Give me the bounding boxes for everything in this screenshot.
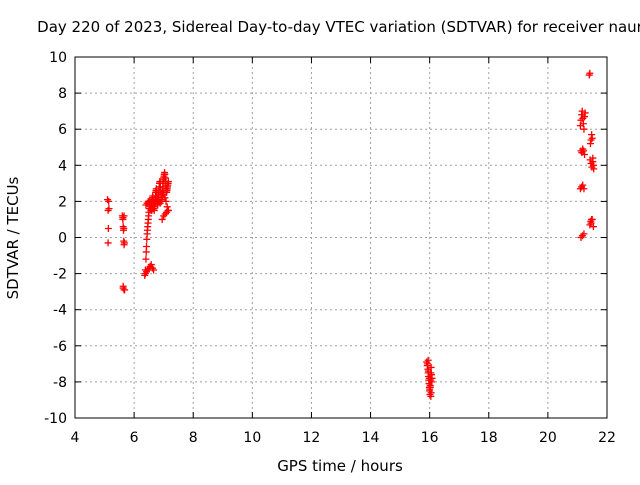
y-axis-label: SDTVAR / TECUs — [4, 176, 22, 299]
data-point-plus — [142, 255, 150, 263]
x-tick-label: 6 — [130, 430, 139, 446]
y-tick-label: 8 — [58, 86, 67, 102]
data-point-plus — [164, 178, 172, 186]
x-tick-label: 16 — [421, 430, 439, 446]
plot-frame — [74, 56, 608, 419]
data-point-plus — [157, 196, 165, 204]
data-point-plus — [145, 201, 153, 209]
x-tick-label: 14 — [362, 430, 380, 446]
x-tick-label: 4 — [71, 430, 80, 446]
y-tick-label: 4 — [58, 158, 67, 174]
data-point-plus — [426, 385, 434, 393]
data-point-plus — [581, 109, 589, 117]
y-tick-label: 0 — [58, 231, 67, 247]
grid-lines — [75, 57, 607, 418]
x-tick-label: 10 — [243, 430, 261, 446]
y-tick-label: 6 — [58, 122, 67, 138]
data-point-plus — [121, 286, 129, 294]
data-point-plus — [589, 154, 597, 162]
data-point-plus — [120, 224, 128, 232]
data-point-plus — [164, 206, 172, 214]
data-point-plus — [424, 367, 432, 375]
data-point-plus — [161, 194, 169, 202]
data-point-plus — [143, 243, 151, 251]
data-point-plus — [158, 215, 166, 223]
data-point-plus — [586, 69, 594, 77]
x-tick-labels: 4 6 8 10 12 14 16 18 20 22 — [71, 430, 616, 446]
data-point-plus — [144, 197, 152, 205]
data-point-plus — [147, 261, 155, 269]
y-tick-label: -6 — [53, 339, 67, 355]
y-tick-label: -4 — [53, 303, 67, 319]
y-tick-label: -2 — [53, 267, 67, 283]
data-point-plus — [105, 197, 113, 205]
data-point-plus — [580, 185, 588, 193]
data-point-plus — [120, 239, 128, 247]
data-point-plus — [120, 212, 128, 220]
y-tick-label: 2 — [58, 194, 67, 210]
x-axis-label: GPS time / hours — [277, 457, 403, 475]
y-tick-label: -10 — [44, 411, 67, 427]
data-point-plus — [580, 230, 588, 238]
data-point-plus — [162, 197, 170, 205]
data-point-plus — [104, 239, 112, 247]
data-point-plus — [427, 363, 435, 371]
data-point-plus — [104, 224, 112, 232]
data-point-plus — [588, 215, 596, 223]
data-point-plus — [150, 266, 158, 274]
data-point-plus — [589, 223, 597, 231]
data-point-plus — [156, 199, 164, 207]
data-point-plus — [580, 125, 588, 133]
data-point-plus — [424, 356, 432, 364]
data-point-plus — [587, 159, 595, 167]
data-point-plus — [580, 147, 588, 155]
y-tick-label: -8 — [53, 375, 67, 391]
data-point-plus — [427, 392, 435, 400]
y-tick-label: 10 — [49, 50, 67, 66]
data-point-plus — [105, 205, 113, 213]
data-point-plus — [581, 150, 589, 158]
x-tick-label: 18 — [480, 430, 498, 446]
x-tick-label: 22 — [598, 430, 616, 446]
data-point-plus — [579, 181, 587, 189]
x-tick-label: 12 — [303, 430, 321, 446]
chart-title: Day 220 of 2023, Sidereal Day-to-day VTE… — [37, 18, 640, 36]
data-points — [104, 69, 598, 400]
x-tick-label: 8 — [189, 430, 198, 446]
data-point-plus — [160, 190, 168, 198]
data-point-plus — [588, 134, 596, 142]
data-point-plus — [425, 374, 433, 382]
data-point-plus — [590, 165, 598, 173]
data-point-plus — [150, 203, 158, 211]
y-tick-labels: -10 -8 -6 -4 -2 0 2 4 6 8 10 — [44, 50, 67, 427]
x-tick-label: 20 — [539, 430, 557, 446]
